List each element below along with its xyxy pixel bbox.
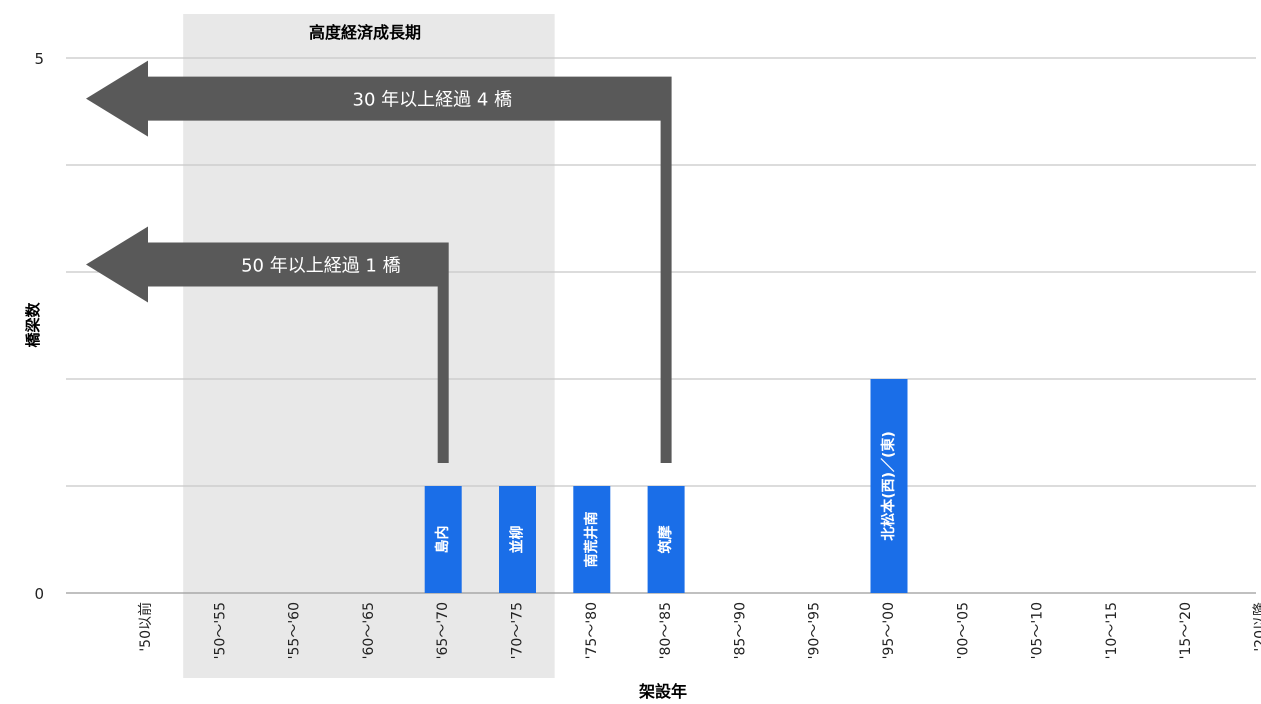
bar xyxy=(573,486,611,593)
annotation-arrow xyxy=(86,60,672,463)
x-tick-label: '05～'10 xyxy=(1030,602,1046,659)
annotation-label: 50 年以上経過 1 橋 xyxy=(241,256,401,277)
era-band xyxy=(183,14,555,678)
bar xyxy=(647,486,685,593)
x-tick-label: '55～'60 xyxy=(287,602,303,659)
annotation-label: 30 年以上経過 4 橋 xyxy=(353,90,513,111)
bar xyxy=(870,379,908,593)
x-axis-label: 架設年 xyxy=(638,682,687,701)
x-tick-label: '50～'55 xyxy=(212,602,228,659)
bar-label: 南荒井南 xyxy=(583,512,600,568)
y-tick-label: 5 xyxy=(34,50,44,68)
x-tick-label: '80～'85 xyxy=(658,602,674,659)
x-tick-label: '00～'05 xyxy=(955,602,971,659)
x-tick-label: '95～'00 xyxy=(881,602,897,659)
annotation-arrows: 30 年以上経過 4 橋 50 年以上経過 1 橋 xyxy=(86,60,672,463)
bars: 島内 並柳 南荒井南 筑摩 北松本(西)／(東) xyxy=(424,379,908,593)
x-tick-label: '65～'70 xyxy=(435,602,451,659)
bar-label: 島内 xyxy=(434,526,451,554)
era-band-layer xyxy=(183,14,555,678)
x-tick-label: '60～'65 xyxy=(361,602,377,659)
bar xyxy=(499,486,536,593)
x-tick-label: '70～'75 xyxy=(510,602,526,659)
era-band-label: 高度経済成長期 xyxy=(309,23,421,42)
x-tick-label: '90～'95 xyxy=(807,602,823,659)
y-axis-label: 橋梁数 xyxy=(24,302,42,348)
x-tick-label: '75～'80 xyxy=(584,602,600,659)
bar-label: 北松本(西)／(東) xyxy=(880,431,897,541)
bar-label: 並柳 xyxy=(509,526,526,554)
x-tick-label: '10～'15 xyxy=(1104,602,1120,659)
y-tick-label: 0 xyxy=(34,585,44,603)
x-tick-label: '50以前 xyxy=(137,602,154,652)
bar-label: 筑摩 xyxy=(657,525,674,554)
bar xyxy=(424,486,462,593)
x-tick-label: '20以降 xyxy=(1253,602,1261,652)
chart-text: 橋梁数 架設年 高度経済成長期 0 5 '50以前 '50～'55 '55～'60 '60… xyxy=(24,23,1261,701)
annotation-arrow xyxy=(86,226,449,463)
x-tick-label: '15～'20 xyxy=(1178,602,1194,659)
x-tick-label: '85～'90 xyxy=(732,602,748,659)
